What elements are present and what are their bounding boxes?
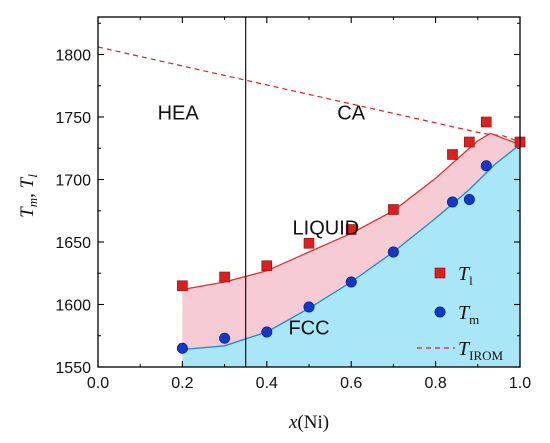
region-label-liquid: LIQUID — [293, 218, 360, 240]
region-labels: HEA CA LIQUID FCC — [158, 103, 366, 340]
y-axis-label-s1: m — [25, 198, 40, 207]
x-axis-label-el: (Ni) — [297, 412, 329, 433]
tl-point-7 — [464, 136, 475, 148]
legend-tm-marker — [434, 306, 446, 318]
legend-label-tm-var: T — [458, 302, 471, 324]
axis-labels: x(Ni) Tm, Tl — [17, 174, 329, 433]
y-axis-label-t1: T — [17, 206, 38, 218]
tl-point-3 — [303, 237, 315, 249]
region-label-ca: CA — [337, 103, 365, 125]
data-markers — [176, 116, 526, 354]
tm-point-4 — [345, 276, 357, 288]
x-tick-label-3: 0.6 — [340, 375, 362, 392]
legend-label-tm-sub: m — [469, 312, 479, 327]
y-tick-label-5: 1800 — [55, 48, 91, 65]
y-tick-label-4: 1750 — [55, 110, 91, 127]
axis-ticks: 0.0 0.2 0.4 0.6 0.8 1.0 1550 1600 1650 1700 1750 18… — [55, 17, 531, 392]
tm-point-3 — [303, 301, 315, 313]
y-axis-label-t2: T — [17, 176, 38, 188]
legend-tl-marker — [434, 267, 446, 279]
x-tick-label-5: 1.0 — [509, 375, 531, 392]
tm-point-5 — [387, 246, 399, 258]
legend-label-tl: Tl — [458, 263, 473, 288]
phase-lines — [97, 17, 521, 367]
phase-fills — [182, 133, 520, 367]
region-label-fcc: FCC — [288, 318, 329, 340]
legend-label-tl-sub: l — [469, 273, 473, 288]
x-axis-label-var: x — [288, 412, 298, 433]
region-label-hea: HEA — [158, 103, 200, 125]
legend-label-tirom-sub: IROM — [469, 348, 503, 363]
tl-point-0 — [177, 280, 188, 292]
tl-point-6 — [447, 149, 458, 160]
tm-point-0 — [176, 342, 188, 354]
tl-point-5 — [388, 204, 399, 215]
liquid-region — [182, 133, 520, 350]
y-tick-label-0: 1550 — [55, 360, 91, 377]
tl-point-2 — [261, 260, 273, 272]
legend-label-tirom: TIROM — [458, 338, 504, 363]
x-tick-label-0: 0.0 — [87, 375, 109, 392]
tl-point-1 — [219, 271, 230, 283]
tl-point-8 — [480, 116, 492, 128]
x-tick-label-2: 0.4 — [256, 375, 278, 392]
x-tick-label-4: 0.8 — [424, 375, 446, 392]
tm-point-7 — [463, 194, 475, 206]
legend-label-tl-var: T — [458, 263, 471, 285]
tl-point-4 — [345, 224, 357, 235]
trom-dashed-line — [97, 46, 521, 143]
legend-label-tirom-var: T — [458, 338, 471, 360]
tm-point-8 — [480, 160, 492, 172]
y-axis-label-s2: l — [25, 174, 40, 178]
x-axis-label: x(Ni) — [288, 412, 329, 433]
tm-point-2 — [261, 326, 273, 338]
y-axis-label: Tm, Tl — [17, 174, 40, 218]
tm-point-6 — [446, 196, 458, 208]
y-tick-label-1: 1600 — [55, 298, 91, 315]
tm-point-1 — [219, 332, 231, 344]
y-axis-label-sep: , — [17, 188, 38, 198]
legend-label-tm: Tm — [458, 302, 479, 327]
liquidus-line — [182, 132, 521, 291]
y-tick-label-2: 1650 — [55, 235, 91, 252]
x-tick-label-1: 0.2 — [171, 375, 193, 392]
y-tick-label-3: 1700 — [55, 173, 91, 190]
